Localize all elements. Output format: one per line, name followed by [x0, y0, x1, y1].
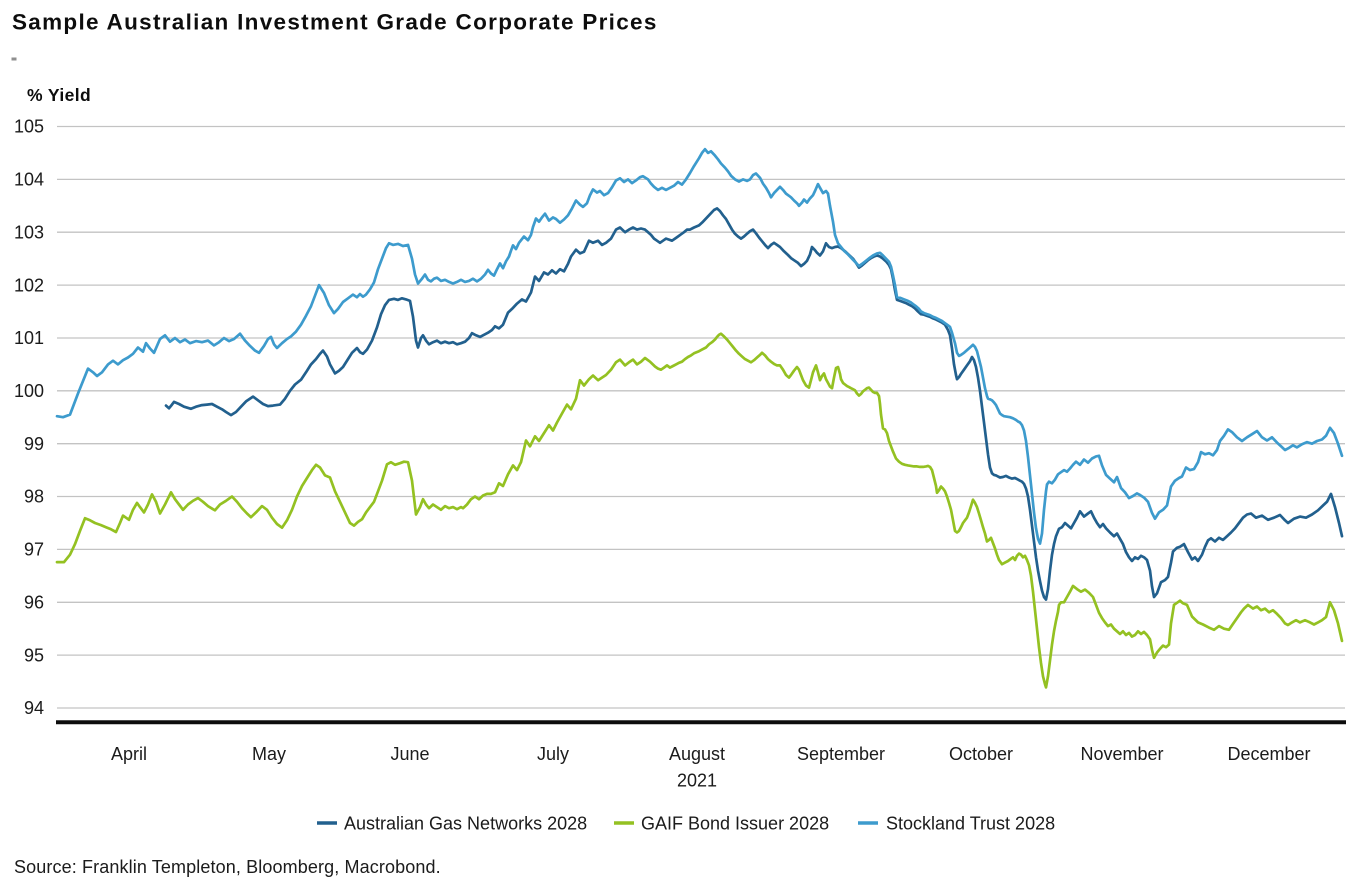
svg-text:100: 100 [14, 381, 44, 401]
svg-text:Sample Australian Investment G: Sample Australian Investment Grade Corpo… [12, 10, 658, 35]
svg-text:95: 95 [24, 645, 44, 665]
svg-text:101: 101 [14, 328, 44, 348]
svg-text:GAIF Bond Issuer 2028: GAIF Bond Issuer 2028 [641, 814, 829, 834]
svg-text:105: 105 [14, 117, 44, 137]
svg-text:May: May [252, 744, 286, 764]
svg-text:% Yield: % Yield [27, 85, 91, 105]
svg-text:Australian Gas Networks 2028: Australian Gas Networks 2028 [344, 814, 587, 834]
svg-text:April: April [111, 744, 147, 764]
svg-text:Stockland Trust 2028: Stockland Trust 2028 [886, 814, 1055, 834]
svg-text:98: 98 [24, 487, 44, 507]
svg-text:June: June [390, 744, 429, 764]
svg-text:102: 102 [14, 275, 44, 295]
svg-text:99: 99 [24, 434, 44, 454]
svg-text:104: 104 [14, 170, 44, 190]
svg-text:96: 96 [24, 593, 44, 613]
svg-text:Source: Franklin Templeton, Bl: Source: Franklin Templeton, Bloomberg, M… [14, 857, 441, 877]
svg-text:July: July [537, 744, 569, 764]
svg-text:September: September [797, 744, 885, 764]
svg-text:97: 97 [24, 540, 44, 560]
svg-text:August: August [669, 744, 725, 764]
svg-text:94: 94 [24, 698, 44, 718]
svg-text:October: October [949, 744, 1013, 764]
svg-text:2021: 2021 [677, 771, 717, 791]
svg-text:December: December [1227, 744, 1310, 764]
svg-text:November: November [1080, 744, 1163, 764]
svg-text:103: 103 [14, 222, 44, 242]
